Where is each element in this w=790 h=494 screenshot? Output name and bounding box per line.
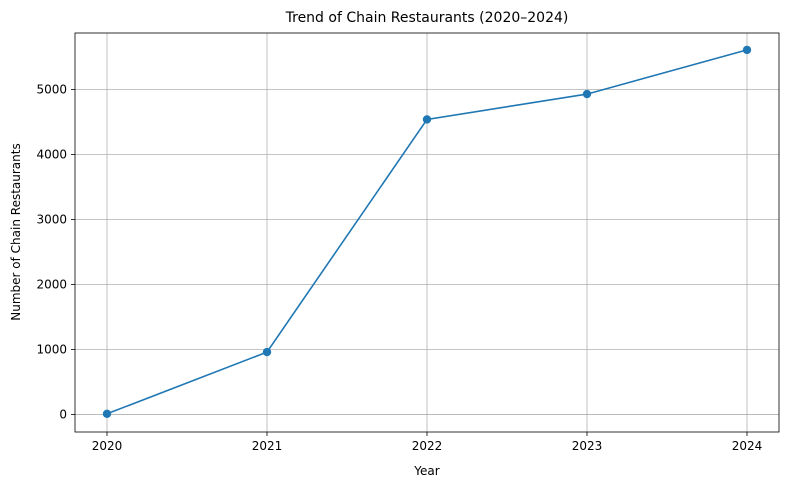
y-tick-label: 2000	[36, 277, 67, 291]
x-tick-label: 2023	[572, 439, 603, 453]
y-tick-label: 3000	[36, 213, 67, 227]
data-point-marker	[262, 347, 272, 357]
series-layer	[102, 45, 752, 419]
y-tick-label: 0	[59, 407, 67, 421]
x-tick-label: 2021	[252, 439, 283, 453]
data-point-marker	[102, 409, 112, 419]
y-tick-label: 1000	[36, 342, 67, 356]
x-tick-label: 2024	[732, 439, 763, 453]
y-axis-label: Number of Chain Restaurants	[9, 143, 23, 320]
chart-title: Trend of Chain Restaurants (2020–2024)	[285, 10, 569, 26]
data-point-marker	[582, 89, 592, 99]
x-tick-label: 2020	[92, 439, 123, 453]
data-point-marker	[742, 45, 752, 55]
y-tick-label: 4000	[36, 148, 67, 162]
x-tick-label: 2022	[412, 439, 443, 453]
x-axis-label: Year	[413, 464, 439, 478]
data-point-marker	[422, 115, 432, 124]
ticks: 2020 2021 2022 2023 2024 0 1000 2000 3000 4000 500…	[36, 83, 762, 453]
y-tick-label: 5000	[36, 83, 67, 97]
grid	[75, 33, 779, 432]
